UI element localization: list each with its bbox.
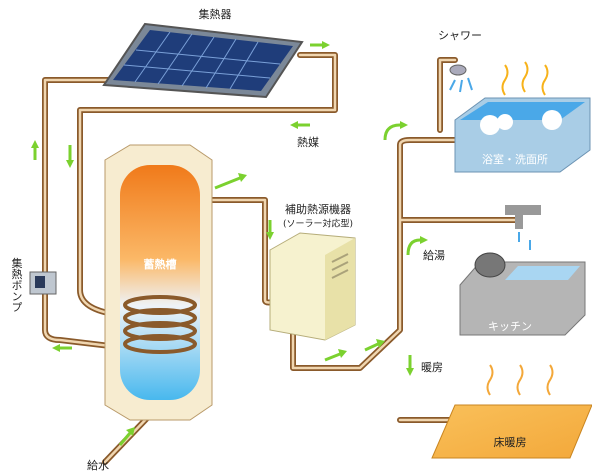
shower-label: シャワー [438,29,482,42]
bathtub [454,61,591,173]
aux-heater-note: (ソーラー対応型) [283,218,353,230]
faucet [505,205,541,250]
bathroom-label: 浴室・洗面所 [482,152,548,166]
floor-heating [431,364,592,459]
aux-heater [269,232,356,341]
storage-tank [104,144,213,421]
pump-label: 集熱ポンプ [10,256,23,312]
water-supply-label: 給水 [87,458,109,472]
heating-label: 暖房 [421,361,443,374]
kitchen-sink [459,252,586,336]
pump [29,271,57,295]
tank-label: 蓄熱槽 [144,257,177,271]
hot-water-label: 給湯 [423,248,445,262]
collector-label: 集熱器 [199,7,232,21]
heat-medium-label: 熱媒 [297,136,319,149]
floor-heating-label: 床暖房 [494,435,527,449]
shower [449,64,473,93]
solar-collector [102,22,304,99]
flow-arrows [31,41,428,446]
aux-heater-label: 補助熱源機器 [285,202,351,216]
kitchen-label: キッチン [488,320,532,333]
